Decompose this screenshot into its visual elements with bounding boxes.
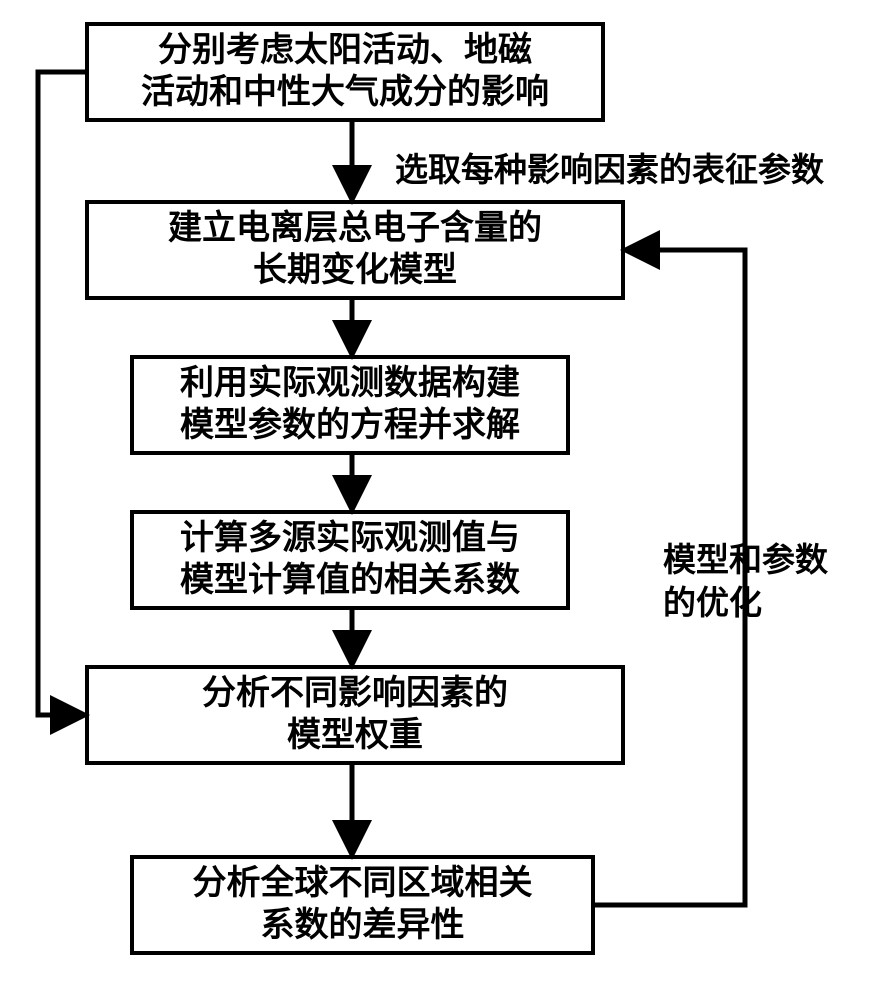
flowchart-box-6: 分析全球不同区域相关系数的差异性 [130,855,595,955]
annotation-right: 模型和参数的优化 [663,540,828,626]
flowchart-box-1: 分别考虑太阳活动、地磁活动和中性大气成分的影响 [85,22,605,122]
flowchart-box-4: 计算多源实际观测值与模型计算值的相关系数 [130,510,570,610]
flowchart-box-5: 分析不同影响因素的模型权重 [85,665,625,765]
box-3-text: 利用实际观测数据构建模型参数的方程并求解 [180,363,520,448]
box-5-text: 分析不同影响因素的模型权重 [202,673,508,758]
flowchart-box-3: 利用实际观测数据构建模型参数的方程并求解 [130,355,570,455]
arrow-left-feedback [38,72,85,715]
box-4-text: 计算多源实际观测值与模型计算值的相关系数 [180,518,520,603]
box-1-text: 分别考虑太阳活动、地磁活动和中性大气成分的影响 [141,30,549,115]
annotation-top: 选取每种影响因素的表征参数 [395,150,824,193]
box-2-text: 建立电离层总电子含量的长期变化模型 [168,208,542,293]
flowchart-box-2: 建立电离层总电子含量的长期变化模型 [85,200,625,300]
box-6-text: 分析全球不同区域相关系数的差异性 [193,863,533,948]
